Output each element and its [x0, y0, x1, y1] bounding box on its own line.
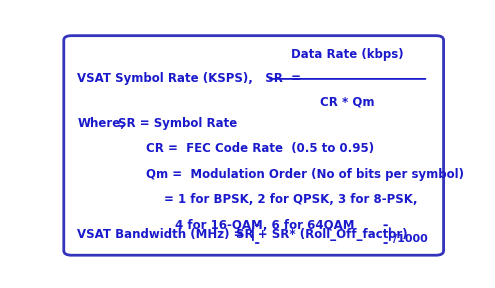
Text: SR = Symbol Rate: SR = Symbol Rate	[117, 117, 237, 130]
Text: 4 for 16-QAM, 6 for 64QAM: 4 for 16-QAM, 6 for 64QAM	[175, 219, 354, 232]
Text: VSAT Symbol Rate (KSPS),   SR  =: VSAT Symbol Rate (KSPS), SR =	[77, 72, 301, 86]
Text: Qm =  Modulation Order (No of bits per symbol): Qm = Modulation Order (No of bits per sy…	[147, 168, 464, 181]
FancyBboxPatch shape	[64, 36, 444, 255]
Text: /1000: /1000	[393, 234, 428, 244]
Text: Where,: Where,	[77, 117, 125, 130]
Text: CR * Qm: CR * Qm	[320, 96, 375, 109]
Text: CR =  FEC Code Rate  (0.5 to 0.95): CR = FEC Code Rate (0.5 to 0.95)	[147, 142, 374, 155]
Text: VSAT Bandwidth (MHz) =: VSAT Bandwidth (MHz) =	[77, 228, 244, 241]
Text: SR + SR* (Roll_Off_factor): SR + SR* (Roll_Off_factor)	[236, 228, 407, 241]
Text: = 1 for BPSK, 2 for QPSK, 3 for 8-PSK,: = 1 for BPSK, 2 for QPSK, 3 for 8-PSK,	[163, 193, 417, 206]
Text: Data Rate (kbps): Data Rate (kbps)	[292, 48, 404, 61]
